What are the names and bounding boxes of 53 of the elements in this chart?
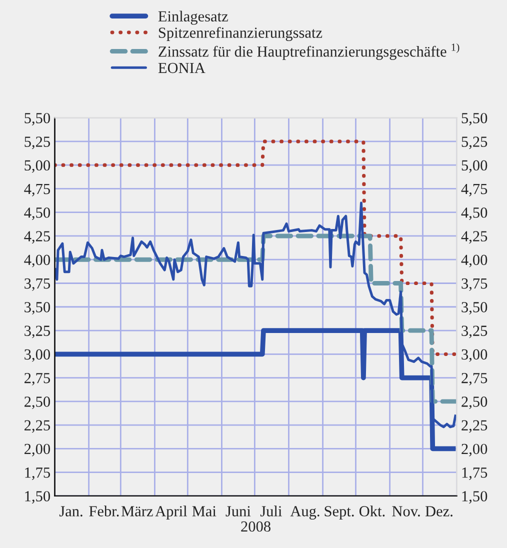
y-tick-label: 5,25: [24, 136, 50, 150]
x-tick-label: Juni: [226, 506, 251, 516]
y2-tick-label: 1,75: [462, 468, 488, 480]
y-tick-label: 3,00: [24, 349, 50, 362]
y2-tick-label: 2,75: [462, 372, 488, 386]
y2-tick-label: 1,50: [462, 491, 488, 504]
y2-tick-label: 4,25: [461, 231, 488, 244]
y-tick-label: 2,75: [24, 372, 50, 386]
legend-label: Spitzenrefinanzierungssatz: [158, 26, 322, 42]
y2-tick-label: 5,50: [462, 112, 488, 126]
legend-label: Zinssatz für die Hauptrefinanzierungsgeschäfte $^{1)}$: [158, 43, 460, 60]
y-tick-label: 4,00: [24, 254, 50, 268]
y2-tick-label: 3,50: [462, 302, 488, 315]
y-tick-label: 2,25: [24, 420, 50, 433]
y-tick-label: 1,50: [25, 491, 50, 504]
y-tick-label: 4,25: [24, 231, 50, 244]
y2-tick-label: 4,50: [461, 207, 488, 220]
x-tick-label: Aug.: [290, 506, 320, 520]
y2-tick-label: 3,75: [462, 278, 488, 291]
y2-tick-label: 2,50: [462, 396, 488, 410]
legend-label: EONIA: [158, 62, 206, 74]
x-tick-label: April: [155, 506, 188, 520]
x-tick-label: Jan.: [59, 506, 82, 516]
line-series: [54, 140, 457, 356]
y-tick-label: 2,50: [24, 396, 50, 410]
line-series: [54, 234, 457, 404]
x-tick-label: Juli: [260, 506, 282, 516]
y-tick-label: 5,00: [24, 160, 50, 173]
y2-tick-label: 2,25: [462, 420, 488, 433]
x-tick-label: Febr.: [89, 506, 119, 516]
y-tick-label: 1,75: [25, 468, 50, 480]
y-tick-label: 5,50: [24, 112, 50, 126]
y-tick-label: 4,75: [24, 184, 50, 196]
y-tick-label: 3,50: [24, 302, 50, 315]
y2-tick-label: 2,00: [462, 444, 488, 456]
x-tick-label: März: [121, 506, 153, 516]
y-tick-label: 4,50: [24, 207, 50, 220]
x-tick-label: Mai: [192, 506, 216, 516]
x-tick-label: Sept.: [324, 506, 354, 520]
y-tick-label: 3,25: [24, 326, 50, 338]
y2-tick-label: 5,00: [462, 160, 488, 173]
y2-tick-label: 4,00: [461, 254, 488, 268]
x-axis-title: 2008: [241, 521, 270, 532]
x-tick-label: Okt.: [359, 506, 385, 516]
x-tick-label: Dez.: [425, 506, 452, 516]
legend-label: Einlagesatz: [158, 10, 228, 25]
x-tick-label: Nov.: [392, 506, 420, 516]
y2-tick-label: 5,25: [462, 136, 488, 150]
y-tick-label: 2,00: [24, 444, 50, 456]
y2-tick-label: 3,25: [462, 326, 488, 338]
y2-tick-label: 4,75: [461, 184, 488, 196]
y-tick-label: 3,75: [24, 278, 50, 291]
y2-tick-label: 3,00: [462, 349, 488, 362]
